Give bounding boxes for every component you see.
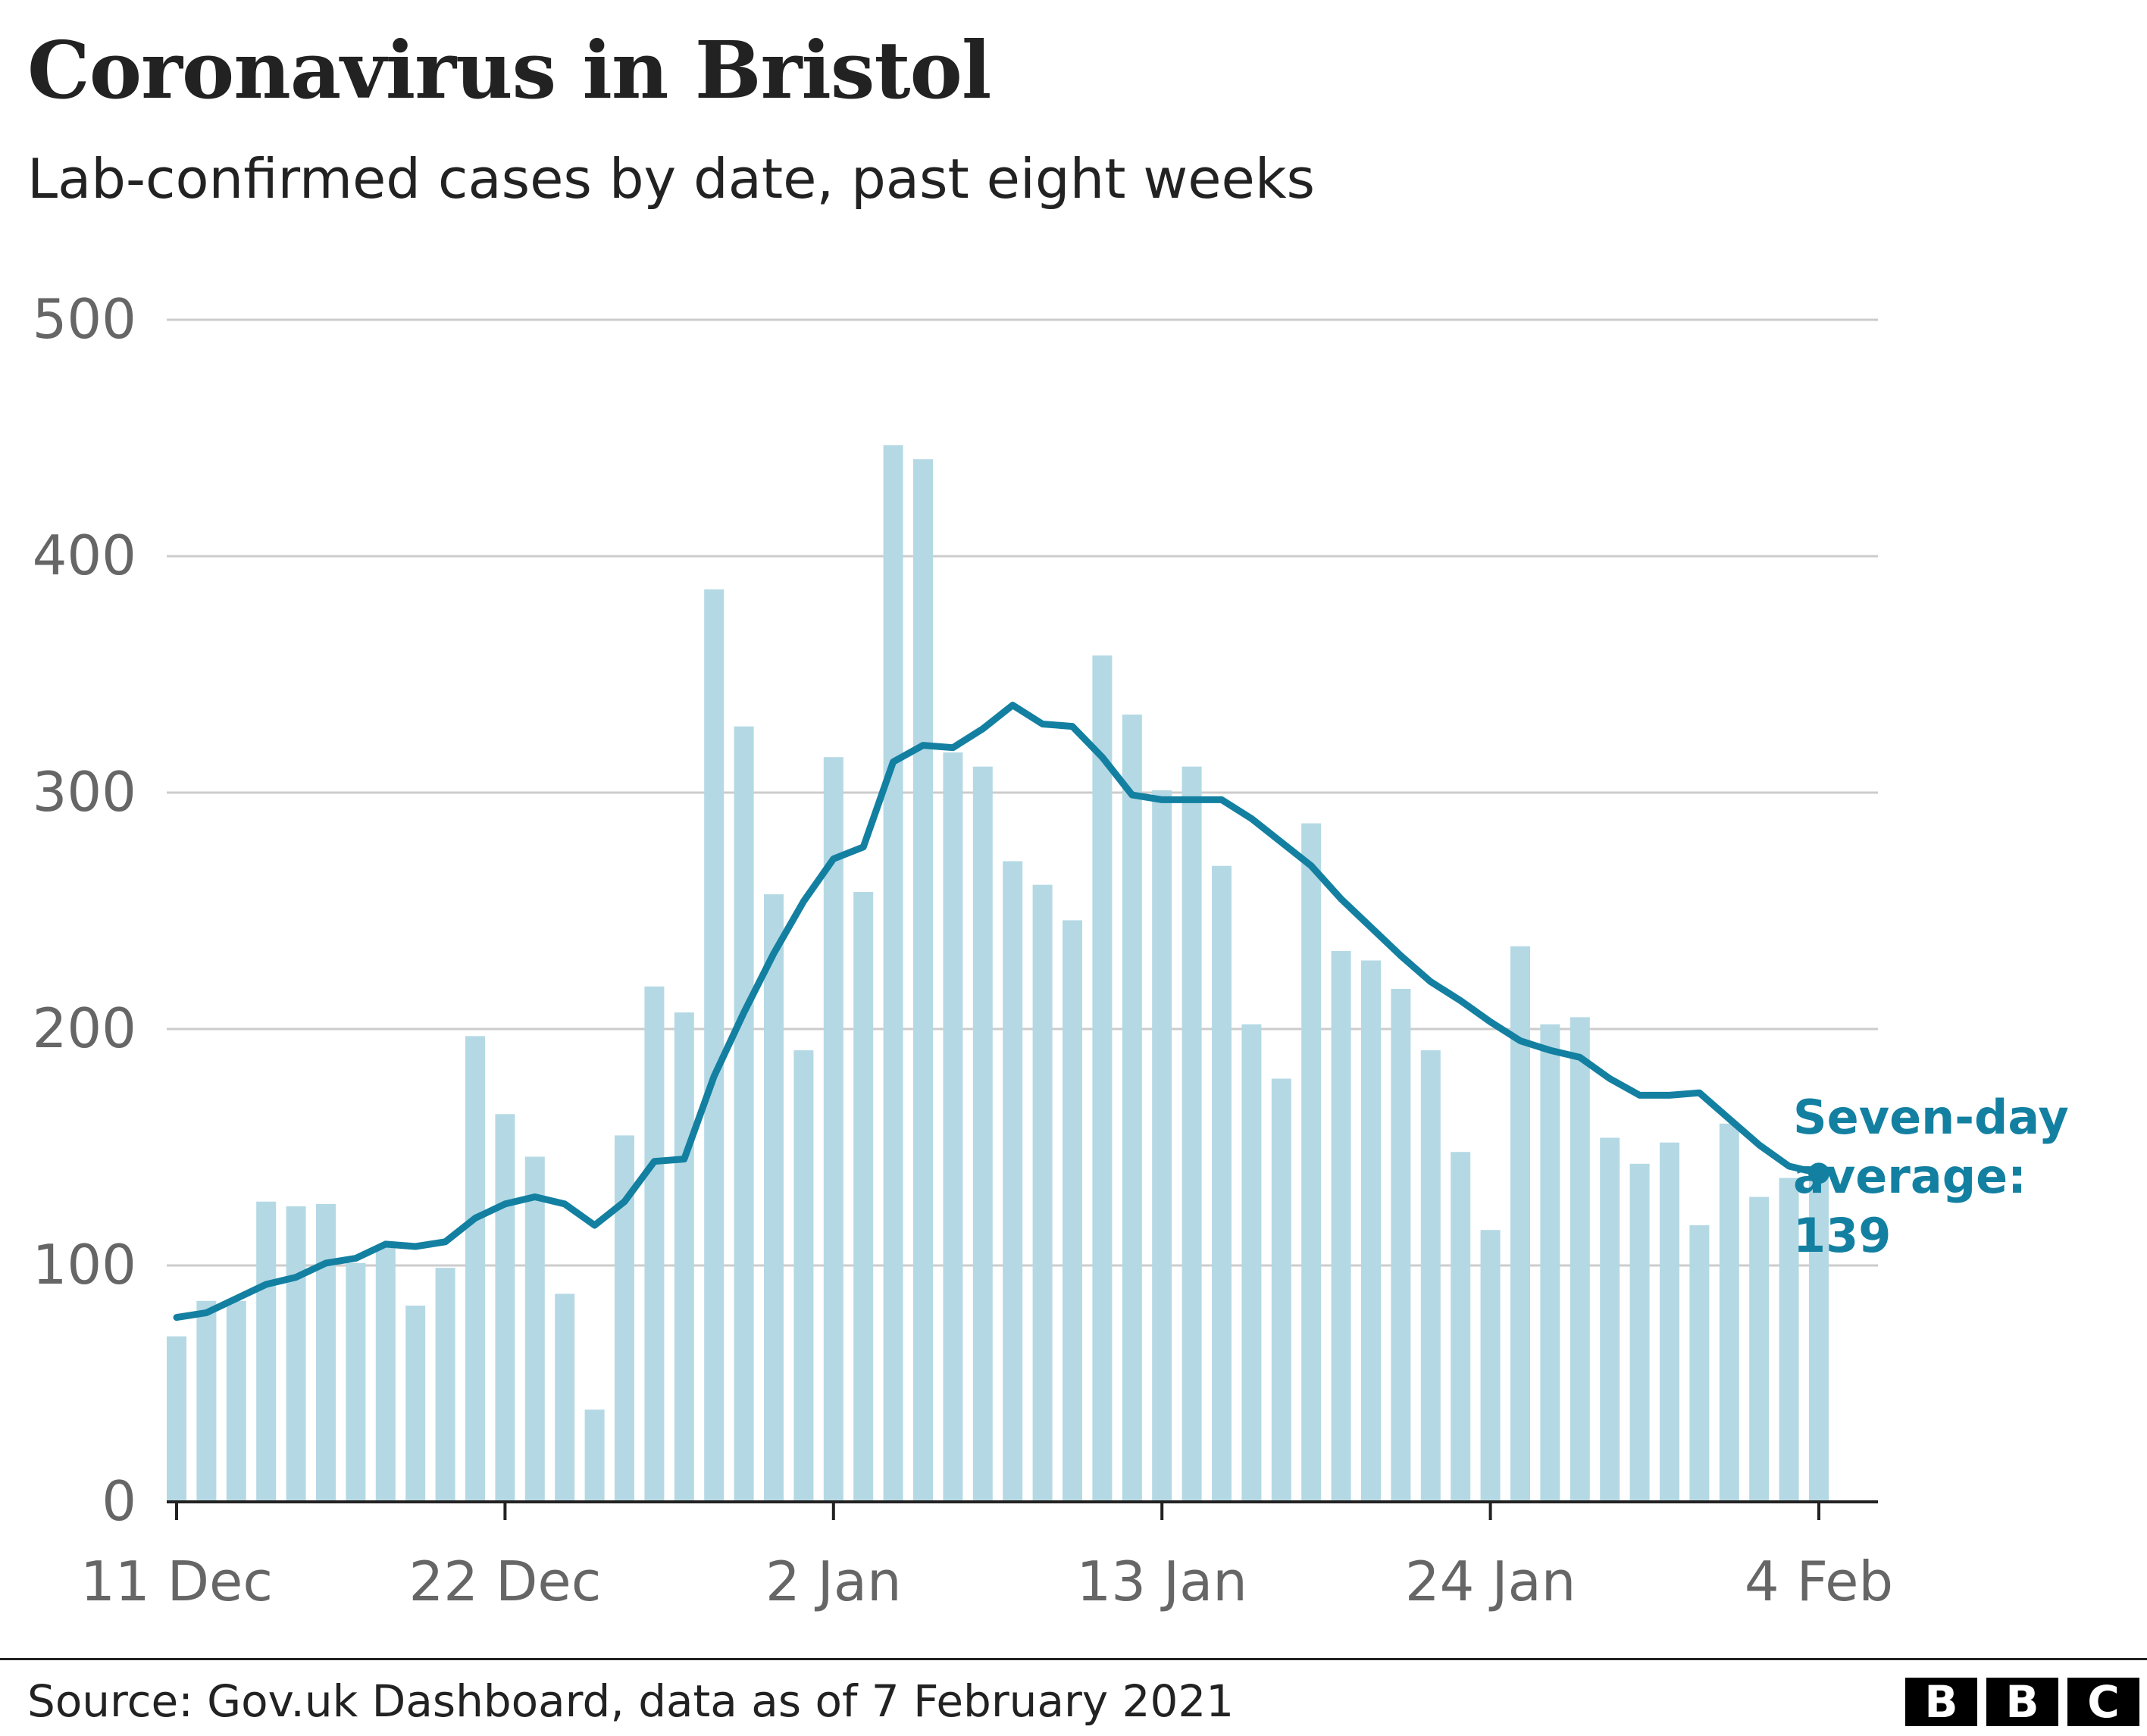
bar bbox=[256, 1201, 277, 1502]
bar bbox=[167, 1336, 186, 1502]
y-tick-label: 500 bbox=[33, 287, 136, 351]
bar bbox=[316, 1203, 336, 1502]
bar bbox=[823, 757, 843, 1502]
bar bbox=[1152, 790, 1172, 1502]
bbc-logo-block-3: C bbox=[2067, 1678, 2139, 1726]
x-tick-label: 13 Jan bbox=[1076, 1550, 1247, 1613]
bar bbox=[1003, 861, 1023, 1502]
bar bbox=[346, 1262, 366, 1502]
bar bbox=[286, 1206, 306, 1502]
bar bbox=[1451, 1152, 1471, 1502]
footer-divider bbox=[0, 1658, 2147, 1660]
bar bbox=[972, 766, 993, 1502]
bar bbox=[1122, 715, 1142, 1502]
bar bbox=[1181, 766, 1202, 1502]
y-tick-label: 0 bbox=[102, 1469, 136, 1533]
bar bbox=[1510, 946, 1530, 1502]
bar bbox=[1032, 884, 1053, 1502]
bar bbox=[883, 445, 903, 1502]
bar bbox=[524, 1156, 545, 1502]
bar bbox=[704, 589, 725, 1503]
y-tick-label: 100 bbox=[33, 1233, 136, 1297]
x-axis: 11 Dec 22 Dec 2 Jan 13 Jan 24 Jan 4 Feb bbox=[80, 1500, 1893, 1613]
bbc-logo: B B C bbox=[1905, 1678, 2139, 1726]
bar bbox=[913, 459, 933, 1502]
bbc-logo-block-2: B bbox=[1986, 1678, 2058, 1726]
annotation-label-line1: Seven-day bbox=[1793, 1090, 2069, 1145]
bar bbox=[1779, 1178, 1799, 1502]
bar bbox=[1241, 1024, 1262, 1502]
bbc-logo-block-1: B bbox=[1905, 1678, 1977, 1726]
bar bbox=[1271, 1078, 1291, 1502]
bar bbox=[375, 1246, 396, 1502]
daily-cases-bars bbox=[167, 445, 1829, 1503]
bar bbox=[1212, 865, 1232, 1502]
y-tick-label: 300 bbox=[33, 760, 136, 824]
bar bbox=[644, 986, 665, 1502]
bar bbox=[734, 726, 754, 1502]
bar bbox=[764, 894, 784, 1502]
bar bbox=[495, 1114, 515, 1502]
y-axis-tick-labels: 0 100 200 300 400 500 bbox=[33, 287, 136, 1533]
y-tick-label: 400 bbox=[33, 524, 136, 587]
bar bbox=[853, 892, 874, 1502]
bar bbox=[1600, 1137, 1620, 1502]
annotation-value: 139 bbox=[1793, 1208, 1891, 1263]
bar bbox=[465, 1036, 485, 1502]
bar bbox=[1540, 1024, 1560, 1502]
chart-title: Coronavirus in Bristol bbox=[27, 23, 991, 117]
bar bbox=[1331, 951, 1351, 1502]
bar bbox=[1063, 920, 1082, 1502]
bar bbox=[1570, 1017, 1590, 1502]
x-tick-label: 11 Dec bbox=[80, 1550, 273, 1613]
bar bbox=[1420, 1050, 1441, 1502]
bar-line-chart: 0 100 200 300 400 500 11 Dec 22 Dec 2 Jan 13 Jan… bbox=[33, 287, 2069, 1613]
chart-subtitle: Lab-confirmed cases by date, past eight … bbox=[27, 147, 1316, 211]
bar bbox=[584, 1409, 605, 1502]
bar bbox=[1092, 655, 1113, 1502]
bar bbox=[674, 1012, 694, 1502]
x-tick-label: 22 Dec bbox=[408, 1550, 601, 1613]
bar bbox=[196, 1300, 217, 1502]
bar bbox=[1809, 1173, 1829, 1502]
bar bbox=[1361, 960, 1381, 1502]
source-note: Source: Gov.uk Dashboard, data as of 7 F… bbox=[27, 1675, 1235, 1727]
x-tick-label: 4 Feb bbox=[1745, 1550, 1893, 1613]
bar bbox=[1689, 1225, 1710, 1502]
seven-day-average-endpoint bbox=[1808, 1162, 1829, 1184]
annotation-label-line2: average: bbox=[1793, 1149, 2027, 1204]
bar bbox=[1629, 1163, 1650, 1502]
bar bbox=[555, 1293, 575, 1502]
seven-day-average-annotation: Seven-day average: 139 bbox=[1793, 1090, 2069, 1263]
seven-day-average-path bbox=[173, 702, 1823, 1322]
bar bbox=[1660, 1142, 1679, 1502]
bar bbox=[793, 1050, 814, 1502]
bar bbox=[226, 1300, 246, 1502]
bar bbox=[405, 1306, 426, 1502]
y-tick-label: 200 bbox=[33, 996, 136, 1060]
x-tick-label: 2 Jan bbox=[765, 1550, 902, 1613]
bar bbox=[1749, 1196, 1770, 1502]
x-tick-label: 24 Jan bbox=[1405, 1550, 1576, 1613]
bar bbox=[1719, 1123, 1739, 1502]
bar bbox=[435, 1268, 455, 1502]
seven-day-average-line bbox=[173, 702, 1829, 1322]
bar bbox=[1301, 823, 1322, 1502]
bar bbox=[1480, 1230, 1501, 1502]
bar bbox=[943, 752, 963, 1502]
bar bbox=[1391, 988, 1411, 1502]
